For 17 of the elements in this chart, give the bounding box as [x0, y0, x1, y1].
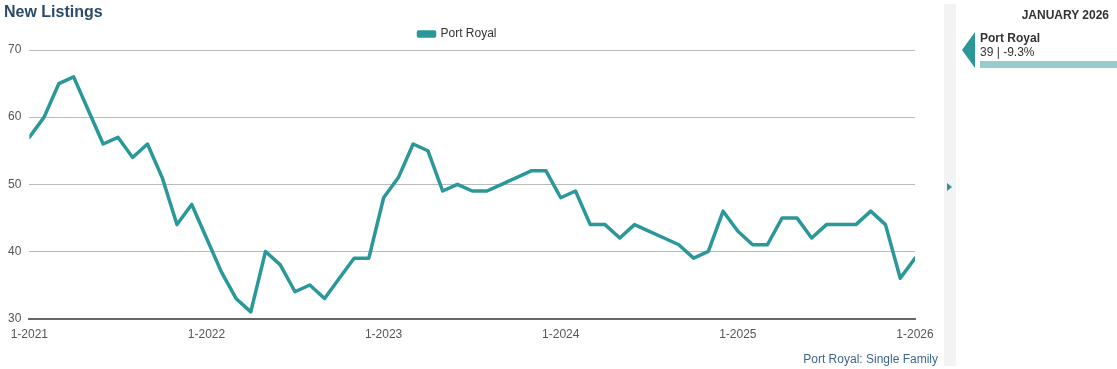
text: 39 | -9.3% — [980, 45, 1035, 59]
text: JANUARY 2026 — [1021, 8, 1109, 22]
x-tick-label: 1-2025 — [719, 327, 757, 342]
legend-label: Port Royal — [440, 26, 497, 41]
text: Port Royal: Single Family — [803, 352, 938, 366]
y-tick-label: 30 — [7, 310, 22, 325]
y-tick-label: 60 — [7, 109, 22, 124]
x-tick-label: 1-2023 — [364, 327, 403, 342]
x-tick-label: 1-2024 — [542, 327, 580, 342]
x-tick-label: 1-2021 — [10, 327, 49, 342]
text: Port Royal — [980, 31, 1041, 45]
y-tick-label: 50 — [7, 176, 22, 191]
y-tick-label: 70 — [7, 42, 22, 57]
x-tick-label: 1-2026 — [896, 327, 934, 342]
x-tick-label: 1-2022 — [187, 327, 226, 342]
y-tick-label: 40 — [7, 243, 22, 258]
chart-title: New Listings — [4, 3, 103, 21]
